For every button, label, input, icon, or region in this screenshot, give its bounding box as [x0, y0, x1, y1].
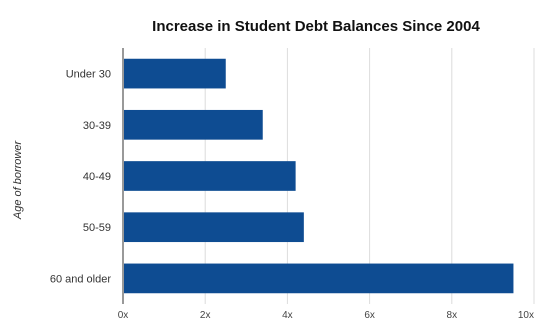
category-label: 30-39 — [83, 120, 111, 132]
category-label: 50-59 — [83, 222, 111, 234]
bars — [124, 58, 514, 294]
category-label: 40-49 — [83, 171, 111, 183]
x-tick-labels: 0x 2x 4x 6x 8x 10x — [118, 310, 534, 321]
x-tick-label: 0x — [118, 310, 129, 321]
bar-0 — [124, 58, 226, 89]
bar-4 — [124, 263, 514, 294]
y-axis-label: Age of borrower — [12, 140, 24, 221]
x-tick-label: 4x — [282, 310, 293, 321]
category-label: Under 30 — [66, 69, 111, 81]
bar-2 — [124, 161, 296, 191]
gridlines — [204, 48, 535, 304]
bar-1 — [124, 109, 263, 140]
category-labels: Under 30 30-39 40-49 50-59 60 and older — [50, 69, 111, 286]
x-tick-label: 6x — [364, 310, 375, 321]
x-tick-label: 2x — [200, 310, 211, 321]
chart-title: Increase in Student Debt Balances Since … — [152, 18, 480, 35]
category-label: 60 and older — [50, 273, 111, 285]
x-tick-label: 10x — [518, 310, 534, 321]
x-tick-label: 8x — [447, 310, 458, 321]
bar-3 — [124, 212, 304, 243]
